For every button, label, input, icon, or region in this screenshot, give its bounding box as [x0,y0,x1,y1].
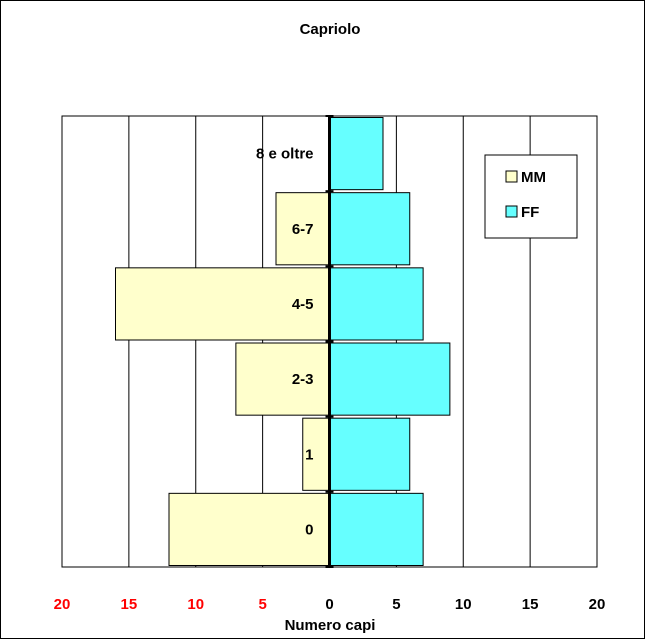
bar-ff-5 [329,117,384,191]
category-labels: 0 1 2-3 4-5 6-7 8 e oltre [256,146,314,539]
bar-mm-1 [302,417,330,491]
bar-ff-1 [329,417,411,491]
category-label-4: 6-7 [292,221,314,238]
bar-ff-4 [329,192,411,266]
chart-title: Capriolo [300,21,361,38]
legend: MM FF [484,154,578,239]
x-tick-label-0: 20 [54,596,71,613]
x-tick-label-4: 0 [325,596,333,613]
x-tick-label-3: 5 [258,596,266,613]
x-tick-label-8: 20 [589,596,606,613]
x-tick-label-1: 15 [121,596,138,613]
bar-mm-0 [168,492,330,566]
category-label-1: 1 [305,446,313,463]
category-label-0: 0 [305,521,313,538]
x-axis-title: Numero capi [285,617,376,634]
x-tick-label-2: 10 [187,596,204,613]
bar-mm-2 [235,342,330,416]
bar-mm-4 [275,192,330,266]
legend-box [484,154,578,239]
bars [115,117,451,566]
legend-swatch-ff [505,205,518,218]
bar-ff-0 [329,492,424,566]
x-tick-label-5: 5 [392,596,400,613]
bar-ff-3 [329,267,424,341]
legend-label-mm: MM [521,169,546,186]
legend-swatch-mm [505,170,518,183]
legend-label-ff: FF [521,204,539,221]
bar-mm-3 [115,267,330,341]
bar-ff-2 [329,342,451,416]
center-axis [325,115,334,568]
x-tick-labels: 20 15 10 5 0 5 10 15 20 [54,596,606,613]
grid-lines [128,116,531,567]
category-label-2: 2-3 [292,371,314,388]
x-tick-label-7: 15 [522,596,539,613]
x-tick-label-6: 10 [455,596,472,613]
category-label-5: 8 e oltre [256,146,314,163]
category-label-3: 4-5 [292,296,314,313]
